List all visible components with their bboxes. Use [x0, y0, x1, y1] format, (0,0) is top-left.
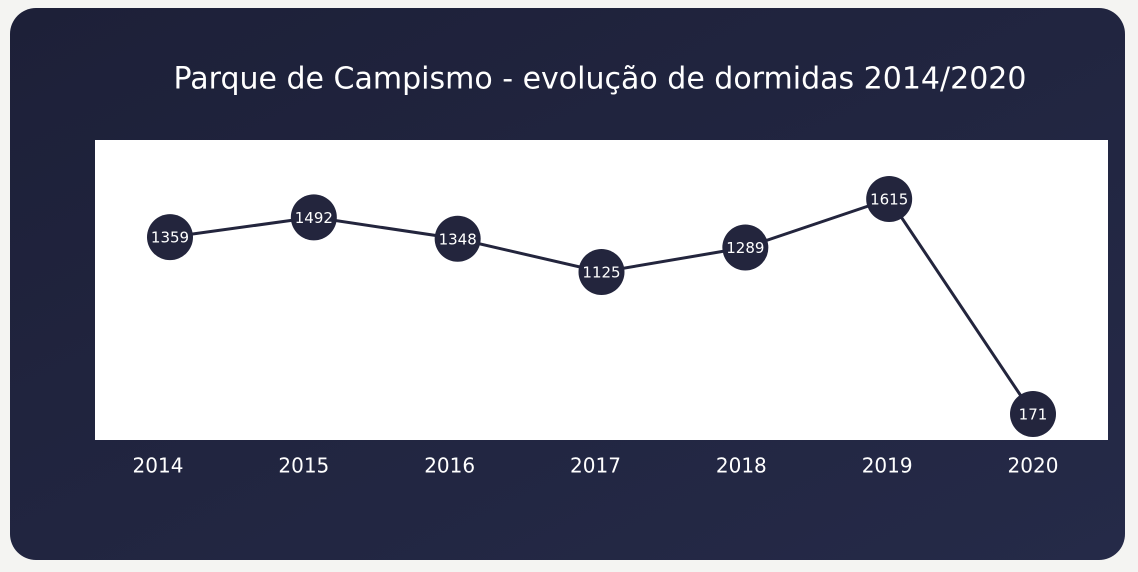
point — [722, 224, 769, 271]
point — [290, 194, 337, 241]
point — [1010, 391, 1056, 437]
x-tick-label: 2017 — [570, 454, 621, 478]
data-label: 1615 — [870, 191, 908, 209]
data-label: 1492 — [295, 209, 333, 227]
point — [147, 214, 193, 261]
x-tick-label: 2019 — [862, 454, 913, 478]
point — [434, 215, 481, 262]
data-label: 1289 — [726, 239, 764, 257]
point — [866, 176, 913, 222]
x-tick-label: 2016 — [424, 454, 475, 478]
chart-title: Parque de Campismo - evolução de dormida… — [174, 62, 1027, 97]
data-label: 1348 — [439, 230, 477, 248]
plot: 2014 2015 2016 2017 2018 2019 2020 1359 1492 1348… — [133, 176, 1059, 478]
data-label: 1359 — [151, 229, 189, 247]
x-tick-label: 2020 — [1008, 454, 1059, 478]
x-tick-label: 2014 — [133, 454, 184, 478]
point — [578, 248, 625, 295]
data-label: 171 — [1019, 406, 1048, 424]
x-tick-label: 2018 — [716, 454, 767, 478]
x-tick-label: 2015 — [278, 454, 329, 478]
data-label: 1125 — [582, 263, 620, 281]
